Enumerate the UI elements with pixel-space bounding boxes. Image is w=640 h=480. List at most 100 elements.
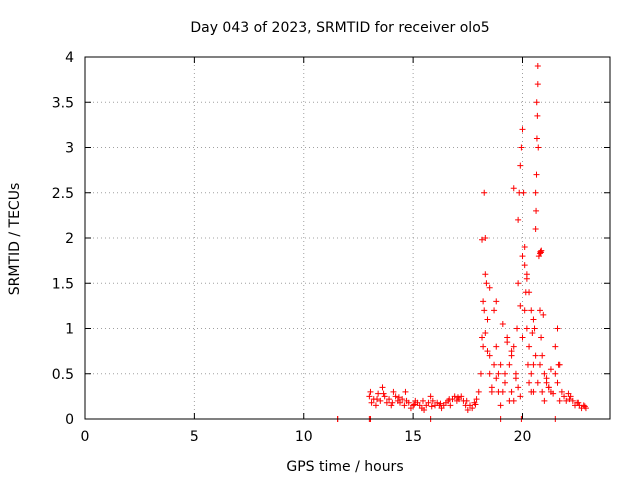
data-point — [521, 307, 528, 314]
x-tick-label: 0 — [81, 429, 90, 445]
data-point — [519, 334, 526, 341]
data-point — [377, 397, 384, 404]
data-point — [493, 343, 500, 350]
data-point — [473, 396, 480, 403]
data-point — [532, 225, 539, 232]
data-point — [381, 393, 388, 400]
data-point — [531, 325, 538, 332]
data-point — [504, 339, 511, 346]
data-point — [550, 390, 557, 397]
data-point — [535, 144, 542, 151]
y-tick-label: 0 — [65, 412, 74, 428]
data-point — [539, 388, 546, 395]
data-point — [517, 302, 524, 309]
data-point — [532, 352, 539, 359]
data-point — [495, 388, 502, 395]
data-point — [482, 330, 489, 337]
data-point — [575, 399, 582, 406]
data-point — [405, 399, 412, 406]
x-axis-label: GPS time / hours — [286, 459, 403, 475]
axis-ticks: 0 5 10 15 20 0 0.5 1 1.5 2 2.5 3 3.5 4 — [52, 50, 610, 445]
data-point — [515, 384, 522, 391]
data-point — [383, 399, 390, 406]
data-point — [479, 334, 486, 341]
y-tick-label: 3.5 — [52, 95, 74, 111]
data-point — [425, 399, 432, 406]
data-point — [411, 401, 418, 408]
y-axis-label: SRMTID / TECUs — [7, 183, 23, 296]
data-point — [533, 207, 540, 214]
data-point — [521, 262, 528, 269]
data-point — [386, 396, 393, 403]
data-points — [334, 63, 589, 422]
data-point — [567, 393, 574, 400]
data-point — [388, 402, 395, 409]
data-point — [506, 397, 513, 404]
y-tick-label: 0.5 — [52, 367, 74, 383]
data-point — [497, 402, 504, 409]
data-point — [532, 189, 539, 196]
data-point — [469, 405, 476, 412]
x-tick-label: 15 — [404, 429, 422, 445]
data-point — [508, 388, 515, 395]
data-point — [463, 397, 470, 404]
data-point — [534, 379, 541, 386]
data-point — [389, 399, 396, 406]
data-point — [543, 375, 550, 382]
data-point — [528, 370, 535, 377]
data-point — [534, 63, 541, 70]
x-tick-label: 20 — [514, 429, 532, 445]
data-point — [493, 298, 500, 305]
data-point — [515, 216, 522, 223]
data-point — [537, 307, 543, 314]
data-point — [451, 393, 458, 400]
data-point — [484, 316, 491, 323]
data-point — [581, 403, 588, 410]
data-point — [555, 361, 562, 368]
data-point — [374, 396, 381, 403]
data-point — [510, 185, 517, 192]
y-tick-label: 4 — [65, 50, 74, 66]
data-point — [523, 275, 530, 282]
data-point — [486, 352, 493, 359]
data-point — [523, 325, 530, 332]
data-point — [515, 280, 522, 287]
data-point — [429, 397, 436, 404]
data-point — [530, 361, 537, 368]
y-tick-label: 2.5 — [52, 186, 74, 202]
data-point — [480, 343, 487, 350]
data-point — [491, 307, 498, 314]
data-point — [480, 298, 487, 305]
data-point — [428, 403, 435, 410]
data-point — [547, 366, 554, 373]
data-point — [379, 384, 386, 391]
data-point — [554, 379, 561, 386]
data-point — [486, 284, 493, 291]
data-point — [538, 334, 545, 341]
chart-title: Day 043 of 2023, SRMTID for receiver olo… — [190, 20, 489, 36]
x-tick-label: 10 — [295, 429, 313, 445]
data-point — [524, 361, 531, 368]
y-tick-label: 2 — [65, 231, 74, 247]
data-point — [533, 99, 540, 106]
data-point — [390, 388, 397, 395]
data-point — [454, 394, 461, 401]
data-point — [512, 375, 519, 382]
data-point — [421, 406, 428, 413]
data-point — [526, 289, 533, 296]
data-point — [446, 396, 453, 403]
data-point — [534, 81, 541, 88]
data-point — [520, 189, 527, 196]
data-point — [545, 384, 552, 391]
data-point — [518, 144, 525, 151]
data-point — [526, 343, 533, 350]
data-point — [502, 370, 508, 377]
data-point — [530, 388, 537, 395]
data-point — [458, 393, 465, 400]
data-point — [447, 402, 454, 409]
data-point — [561, 393, 568, 400]
data-point — [510, 343, 517, 350]
data-point — [533, 135, 540, 142]
data-point — [395, 394, 402, 401]
data-point — [540, 311, 547, 318]
